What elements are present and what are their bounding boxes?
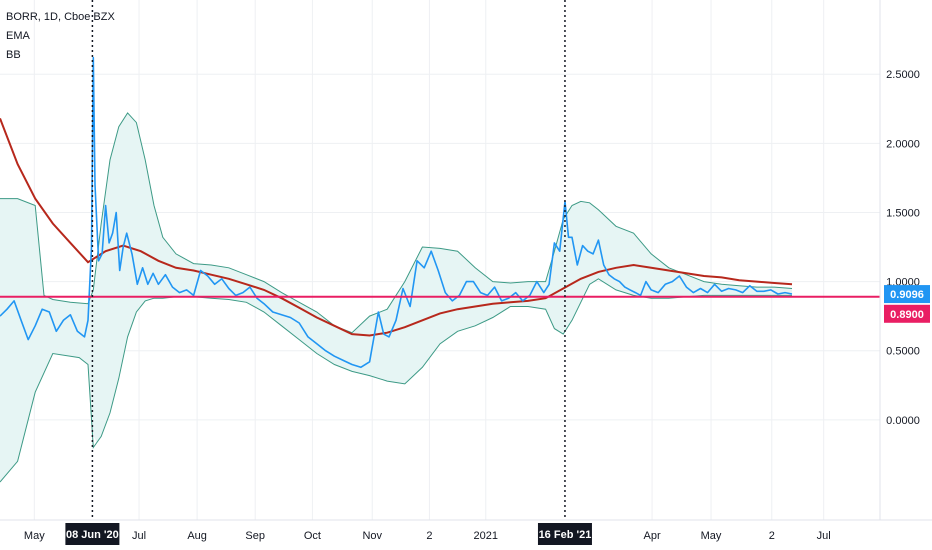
x-tick-label: May [24, 530, 45, 542]
reference-badge-label: 0.8900 [890, 309, 924, 321]
bollinger-lower-line [0, 278, 792, 483]
x-tick-label: Jul [132, 530, 146, 542]
highlight-date-badge [537, 523, 592, 545]
x-tick-label: Sep [245, 530, 265, 542]
highlight-date-badge [65, 523, 120, 545]
x-tick-label: 2021 [474, 530, 498, 542]
ema-line [0, 118, 793, 337]
x-tick-label: May [701, 530, 722, 542]
x-tick-label: Apr [644, 530, 661, 542]
price-badge [884, 285, 930, 304]
x-tick-label: 2 [769, 530, 775, 542]
bollinger-upper-line [0, 112, 793, 334]
x-tick-label: 2 [426, 530, 432, 542]
y-tick-label: 2.5000 [886, 69, 920, 81]
legend: BORR, 1D, Cboe BZX EMA BB [6, 8, 115, 65]
x-tick-label: Oct [304, 530, 321, 542]
legend-ema[interactable]: EMA [6, 30, 30, 42]
y-tick-label: 1.5000 [886, 207, 920, 219]
highlight-date-label: 08 Jun '20 [66, 529, 119, 541]
reference-badge [884, 304, 930, 323]
legend-bb[interactable]: BB [6, 49, 21, 61]
price-line [0, 56, 793, 369]
y-tick-label: 0.0000 [886, 415, 920, 427]
series-lines [0, 56, 880, 369]
highlight-date-label: 16 Feb '21 [539, 529, 592, 541]
legend-symbol[interactable]: BORR, 1D, Cboe BZX [6, 11, 115, 23]
y-tick-label: 0.5000 [886, 346, 920, 358]
x-tick-label: Nov [362, 530, 382, 542]
x-tick-label: Aug [187, 530, 207, 542]
crosshair-markers [91, 0, 566, 520]
price-badge-label: 0.9096 [890, 289, 924, 301]
x-tick-label: Jul [817, 530, 831, 542]
y-tick-label: 2.0000 [886, 138, 920, 150]
